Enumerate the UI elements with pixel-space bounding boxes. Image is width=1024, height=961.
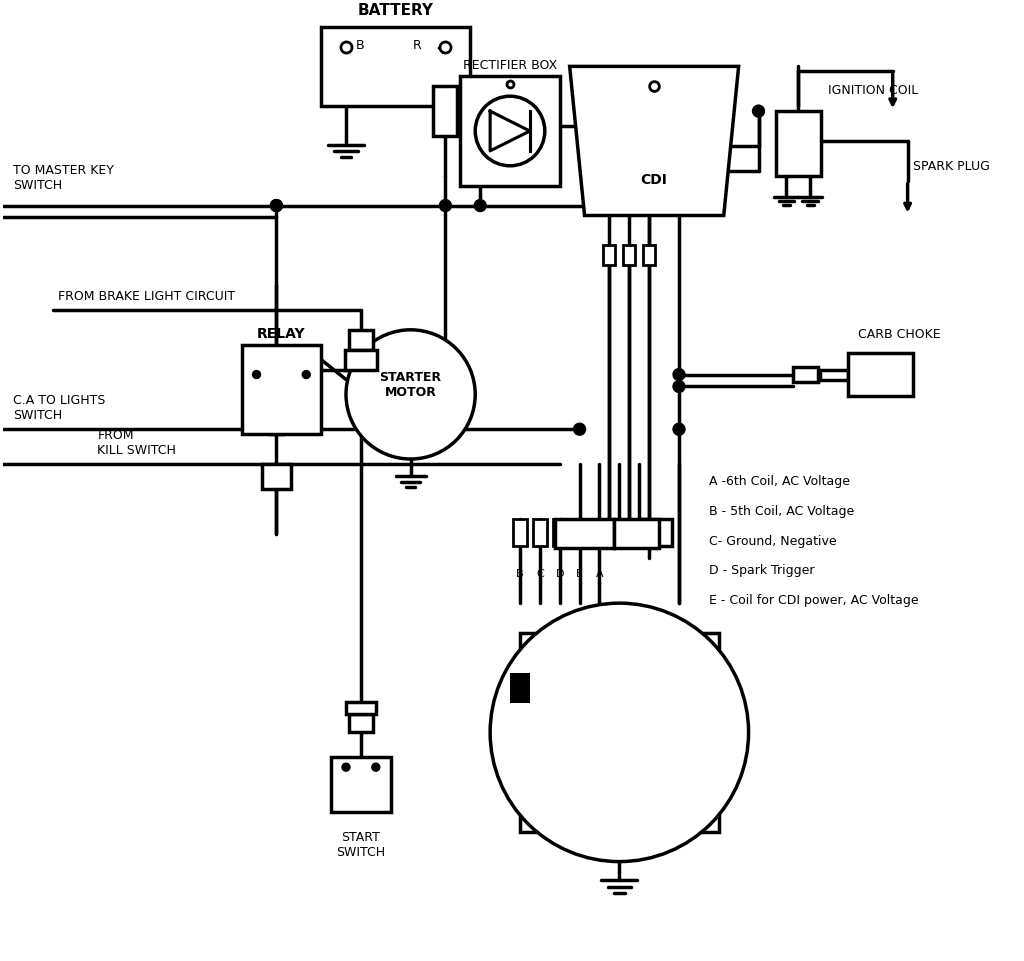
Text: FROM BRAKE LIGHT CIRCUIT: FROM BRAKE LIGHT CIRCUIT bbox=[57, 289, 234, 303]
Circle shape bbox=[270, 201, 283, 212]
Circle shape bbox=[475, 97, 545, 166]
Text: R: R bbox=[413, 39, 421, 52]
Text: +: + bbox=[435, 40, 450, 59]
Bar bbox=[461, 77, 560, 186]
Bar bbox=[349, 715, 373, 732]
Bar bbox=[510, 673, 529, 702]
Text: A: A bbox=[596, 569, 603, 579]
Text: B: B bbox=[516, 569, 523, 579]
Bar bbox=[643, 246, 655, 266]
Text: B: B bbox=[356, 39, 365, 52]
Circle shape bbox=[253, 371, 260, 379]
Text: E: E bbox=[577, 569, 583, 579]
Text: RECTIFIER BOX: RECTIFIER BOX bbox=[463, 60, 557, 72]
Text: IGNITION COIL: IGNITION COIL bbox=[828, 85, 919, 97]
Text: A -6th Coil, AC Voltage: A -6th Coil, AC Voltage bbox=[709, 475, 850, 487]
Text: CARB CHOKE: CARB CHOKE bbox=[858, 328, 940, 340]
Text: STARTER
MOTOR: STARTER MOTOR bbox=[380, 371, 441, 399]
Bar bbox=[614, 519, 659, 549]
Bar bbox=[513, 519, 527, 546]
Circle shape bbox=[302, 371, 310, 379]
Bar bbox=[261, 464, 292, 489]
Circle shape bbox=[490, 604, 749, 862]
Circle shape bbox=[342, 763, 350, 772]
Bar bbox=[555, 519, 614, 549]
Text: RELAY: RELAY bbox=[257, 327, 306, 340]
Bar bbox=[346, 702, 376, 715]
Bar bbox=[532, 519, 547, 546]
Circle shape bbox=[439, 201, 452, 212]
Text: C- Ground, Negative: C- Ground, Negative bbox=[709, 534, 837, 547]
Polygon shape bbox=[569, 67, 738, 216]
Bar bbox=[242, 345, 322, 434]
Text: E - Coil for CDI power, AC Voltage: E - Coil for CDI power, AC Voltage bbox=[709, 594, 919, 606]
Text: D: D bbox=[555, 569, 564, 579]
Bar bbox=[794, 367, 818, 383]
Circle shape bbox=[673, 382, 685, 393]
Circle shape bbox=[372, 763, 380, 772]
Bar bbox=[331, 757, 391, 812]
Circle shape bbox=[474, 201, 486, 212]
Text: SPARK PLUG: SPARK PLUG bbox=[912, 160, 989, 173]
Bar bbox=[345, 351, 377, 370]
Text: TO MASTER KEY
SWITCH: TO MASTER KEY SWITCH bbox=[13, 163, 114, 191]
Text: FROM
KILL SWITCH: FROM KILL SWITCH bbox=[97, 429, 176, 456]
Circle shape bbox=[346, 331, 475, 459]
Circle shape bbox=[673, 369, 685, 382]
Bar bbox=[624, 246, 635, 266]
Text: B - 5th Coil, AC Voltage: B - 5th Coil, AC Voltage bbox=[709, 505, 854, 517]
Bar bbox=[593, 519, 606, 546]
Circle shape bbox=[573, 424, 586, 435]
Text: C: C bbox=[536, 569, 544, 579]
Text: C.A TO LIGHTS
SWITCH: C.A TO LIGHTS SWITCH bbox=[13, 394, 105, 422]
Text: CDI: CDI bbox=[641, 172, 668, 186]
Text: D - Spark Trigger: D - Spark Trigger bbox=[709, 564, 814, 577]
Bar bbox=[642, 519, 672, 546]
Bar bbox=[349, 331, 373, 351]
Text: START
SWITCH: START SWITCH bbox=[336, 830, 385, 858]
Bar bbox=[322, 28, 470, 107]
Bar bbox=[572, 519, 587, 546]
Circle shape bbox=[753, 106, 765, 118]
Bar bbox=[520, 633, 719, 832]
Text: BATTERY: BATTERY bbox=[357, 3, 434, 17]
Bar bbox=[820, 370, 848, 381]
Bar bbox=[776, 112, 820, 177]
Bar bbox=[603, 246, 615, 266]
Circle shape bbox=[673, 424, 685, 435]
Bar bbox=[433, 87, 458, 136]
Bar bbox=[848, 354, 912, 397]
Circle shape bbox=[270, 201, 283, 212]
Bar bbox=[553, 519, 566, 546]
Text: 10A: 10A bbox=[461, 100, 487, 114]
